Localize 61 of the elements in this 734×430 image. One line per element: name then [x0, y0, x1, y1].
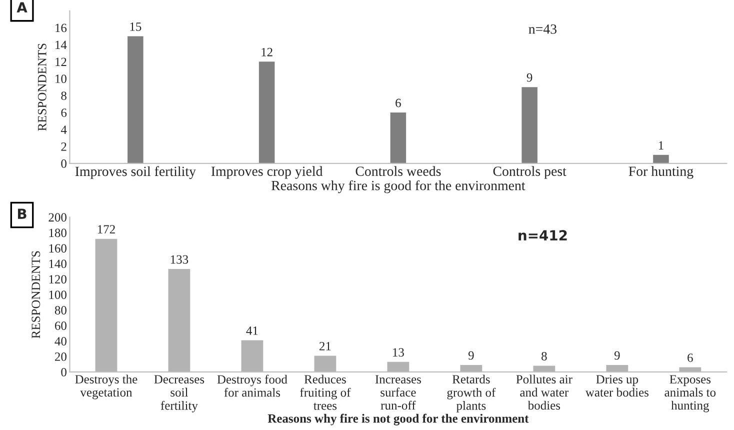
- y-axis-title: RESPONDENTS: [38, 44, 46, 131]
- y-tick-label: 180: [49, 228, 66, 238]
- y-tick-label: 160: [49, 244, 66, 253]
- data-label: 6: [396, 98, 401, 108]
- data-label: 9: [614, 351, 620, 360]
- x-tick-label: Exposes animals to hunting: [664, 375, 716, 412]
- data-label: 1: [658, 141, 664, 150]
- x-tick-label: Destroys the vegetation: [75, 374, 138, 400]
- y-tick-label: 2: [61, 142, 66, 151]
- data-label: 41: [246, 326, 258, 335]
- y-tick-label: 12: [56, 58, 66, 66]
- data-label: 21: [320, 342, 331, 350]
- y-tick-label: 8: [61, 92, 66, 100]
- y-axis-title: RESPONDENTS: [32, 251, 40, 338]
- x-axis-title: Reasons why fire is not good for the environment: [268, 414, 529, 426]
- bar: [653, 154, 669, 164]
- bar: [390, 112, 406, 164]
- y-tick-label: 60: [54, 322, 66, 330]
- y-tick-label: 100: [49, 290, 66, 300]
- x-tick-label: Pollutes air and water bodies: [516, 374, 572, 410]
- data-label: 8: [542, 352, 547, 360]
- x-tick-label: Increases surface run-off: [375, 375, 421, 410]
- annotation: n=43: [528, 24, 557, 34]
- x-tick-label: Destroys food for animals: [217, 374, 288, 397]
- bar: [522, 87, 538, 164]
- data-label: 133: [170, 255, 188, 264]
- text: A: [16, 2, 28, 12]
- data-label: 172: [98, 225, 115, 234]
- y-tick-label: 0: [61, 159, 66, 168]
- y-tick-label: 14: [56, 40, 67, 50]
- data-label: 9: [468, 351, 474, 360]
- bar: [258, 62, 275, 164]
- bar: [128, 36, 144, 164]
- data-label: 6: [688, 354, 693, 362]
- x-tick-label: Decreases soil fertility: [154, 375, 204, 412]
- x-tick-label: Controls weeds: [356, 166, 441, 176]
- y-tick-label: 4: [60, 126, 67, 134]
- data-label: 13: [393, 348, 404, 357]
- y-tick-label: 6: [61, 108, 67, 117]
- x-tick-label: Controls pest: [493, 166, 566, 179]
- y-tick-label: 40: [54, 337, 66, 346]
- x-tick-label: Dries up water bodies: [585, 375, 648, 397]
- data-label: 15: [130, 22, 142, 31]
- y-tick-label: 200: [48, 213, 66, 222]
- y-tick-label: 120: [49, 275, 66, 284]
- x-tick-label: Retards growth of plants: [447, 374, 496, 412]
- x-axis-title: Reasons why fire is good for the environment: [271, 180, 526, 194]
- x-tick-label: Improves crop yield: [211, 166, 323, 179]
- y-tick-label: 80: [54, 306, 66, 314]
- data-label: 9: [526, 73, 532, 82]
- text: B: [18, 208, 26, 219]
- x-tick-label: Improves soil fertility: [75, 166, 196, 179]
- y-tick-label: 16: [56, 24, 67, 32]
- annotation: n=412: [518, 230, 567, 240]
- y-tick-label: 140: [49, 260, 66, 268]
- x-tick-label: Reduces fruiting of trees: [300, 374, 351, 410]
- y-tick-label: 0: [61, 368, 66, 376]
- y-tick-label: 10: [56, 74, 66, 84]
- y-tick-label: 20: [55, 352, 66, 361]
- x-tick-label: For hunting: [628, 166, 694, 179]
- data-label: 12: [262, 48, 272, 56]
